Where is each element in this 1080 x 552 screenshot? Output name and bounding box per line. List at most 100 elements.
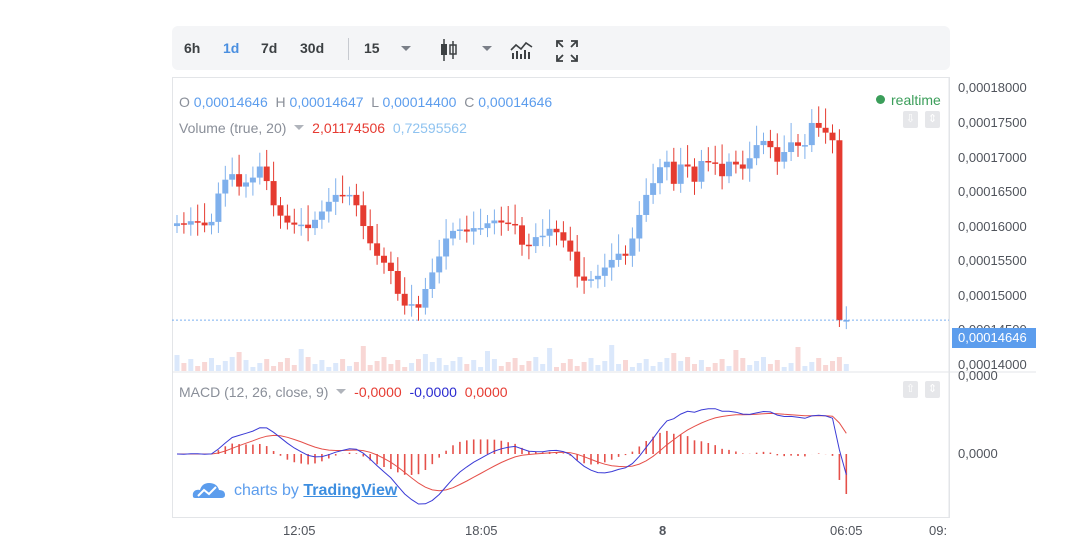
macd-value: -0,0000 <box>354 384 402 400</box>
candle-body <box>801 145 808 147</box>
volume-bar <box>588 358 594 371</box>
candle-body <box>505 222 512 225</box>
candle-body <box>484 223 491 229</box>
candle-body <box>698 161 705 182</box>
candle-body <box>305 224 312 229</box>
volume-bar <box>581 362 587 371</box>
volume-bar <box>733 350 739 371</box>
move-down-icon[interactable]: ⇩ <box>903 111 918 128</box>
tradingview-watermark[interactable]: charts by TradingView <box>192 480 397 500</box>
fullscreen-icon[interactable] <box>555 39 579 63</box>
candle-body <box>525 244 532 247</box>
candle-body <box>753 145 760 159</box>
candle-body <box>705 161 712 163</box>
cloud-logo-icon <box>192 483 225 498</box>
candle-body <box>401 293 408 306</box>
macd-label[interactable]: MACD (12, 26, close, 9) <box>179 384 329 400</box>
candlestick-icon[interactable] <box>438 37 458 63</box>
volume-label[interactable]: Volume (true, 20) <box>179 120 287 136</box>
chevron-down-icon[interactable] <box>336 389 347 395</box>
range-6h-button[interactable]: 6h <box>184 40 201 56</box>
macd-histogram-value: 0,0000 <box>464 384 508 400</box>
candle-body <box>298 224 305 227</box>
volume-bar <box>712 363 718 371</box>
volume-bar <box>367 365 373 371</box>
chevron-down-icon[interactable] <box>400 45 412 53</box>
volume-bar <box>374 361 380 371</box>
volume-bar <box>602 361 608 371</box>
candle-body <box>318 211 325 220</box>
candle-body <box>574 251 581 277</box>
chevron-down-icon[interactable] <box>294 125 305 131</box>
candle-body <box>332 194 339 202</box>
volume-bar <box>202 362 208 371</box>
volume-bar <box>353 362 359 371</box>
volume-bar <box>429 362 435 371</box>
volume-bar <box>416 359 421 371</box>
candle-body <box>381 255 387 263</box>
candle-body <box>208 221 215 226</box>
ohlc-legend: O 0,00014646 H 0,00014647 L 0,00014400 C… <box>179 94 552 110</box>
volume-bar <box>229 357 235 371</box>
move-up-icon[interactable]: ⇧ <box>903 381 918 398</box>
watermark-brand[interactable]: TradingView <box>303 482 398 499</box>
candle-body <box>539 235 546 238</box>
range-30d-button[interactable]: 30d <box>300 40 325 56</box>
volume-bar <box>215 365 221 371</box>
candle-body <box>636 214 643 239</box>
interval-select[interactable]: 15 <box>364 40 380 56</box>
candle-body <box>719 163 726 177</box>
candle-body <box>594 275 601 280</box>
candle-body <box>829 132 836 141</box>
volume-value-2: 0,72595562 <box>392 120 467 136</box>
candle-body <box>836 140 843 321</box>
range-1d-button[interactable]: 1d <box>223 40 240 56</box>
volume-bar <box>257 363 263 371</box>
close-value: 0,00014646 <box>478 94 553 110</box>
volume-bar <box>457 357 463 371</box>
candle-body <box>650 183 657 195</box>
range-7d-button[interactable]: 7d <box>261 40 278 56</box>
high-value: 0,00014647 <box>289 94 364 110</box>
high-label: H <box>275 94 286 110</box>
candle-body <box>519 225 525 245</box>
maximize-pane-icon[interactable]: ⇕ <box>925 111 940 128</box>
volume-bar <box>264 359 270 371</box>
volume-bar <box>726 366 732 371</box>
volume-bar <box>657 362 663 371</box>
chevron-down-icon[interactable] <box>481 45 493 53</box>
candle-body <box>443 238 450 257</box>
volume-bar <box>629 367 635 371</box>
status-dot-icon <box>876 95 885 104</box>
candle-body <box>601 267 608 276</box>
volume-bar <box>823 365 829 371</box>
volume-bar <box>547 348 553 371</box>
close-label: C <box>464 94 475 110</box>
volume-bar <box>747 365 753 371</box>
volume-bar <box>491 359 497 371</box>
open-label: O <box>179 94 190 110</box>
volume-bar <box>181 363 187 371</box>
maximize-pane-icon[interactable]: ⇕ <box>925 381 940 398</box>
volume-bar <box>754 361 760 371</box>
candle-body <box>567 240 574 252</box>
volume-bar <box>195 366 201 371</box>
candle-body <box>256 166 263 178</box>
candle-body <box>691 166 698 182</box>
candle-body <box>553 228 560 233</box>
candle-body <box>843 320 850 322</box>
volume-bar <box>284 358 290 371</box>
indicators-icon[interactable] <box>510 40 534 60</box>
realtime-label: realtime <box>891 92 941 108</box>
price-tick-label: 0,00015500 <box>958 253 1027 269</box>
volume-bar <box>719 359 725 371</box>
volume-bar <box>478 367 484 371</box>
volume-bar <box>360 346 366 371</box>
price-tick-label: 0,00018000 <box>958 80 1027 96</box>
candle-body <box>815 122 822 128</box>
volume-bar <box>816 358 822 371</box>
volume-bar <box>422 354 428 371</box>
volume-bar <box>843 364 849 371</box>
volume-bar <box>505 362 511 371</box>
